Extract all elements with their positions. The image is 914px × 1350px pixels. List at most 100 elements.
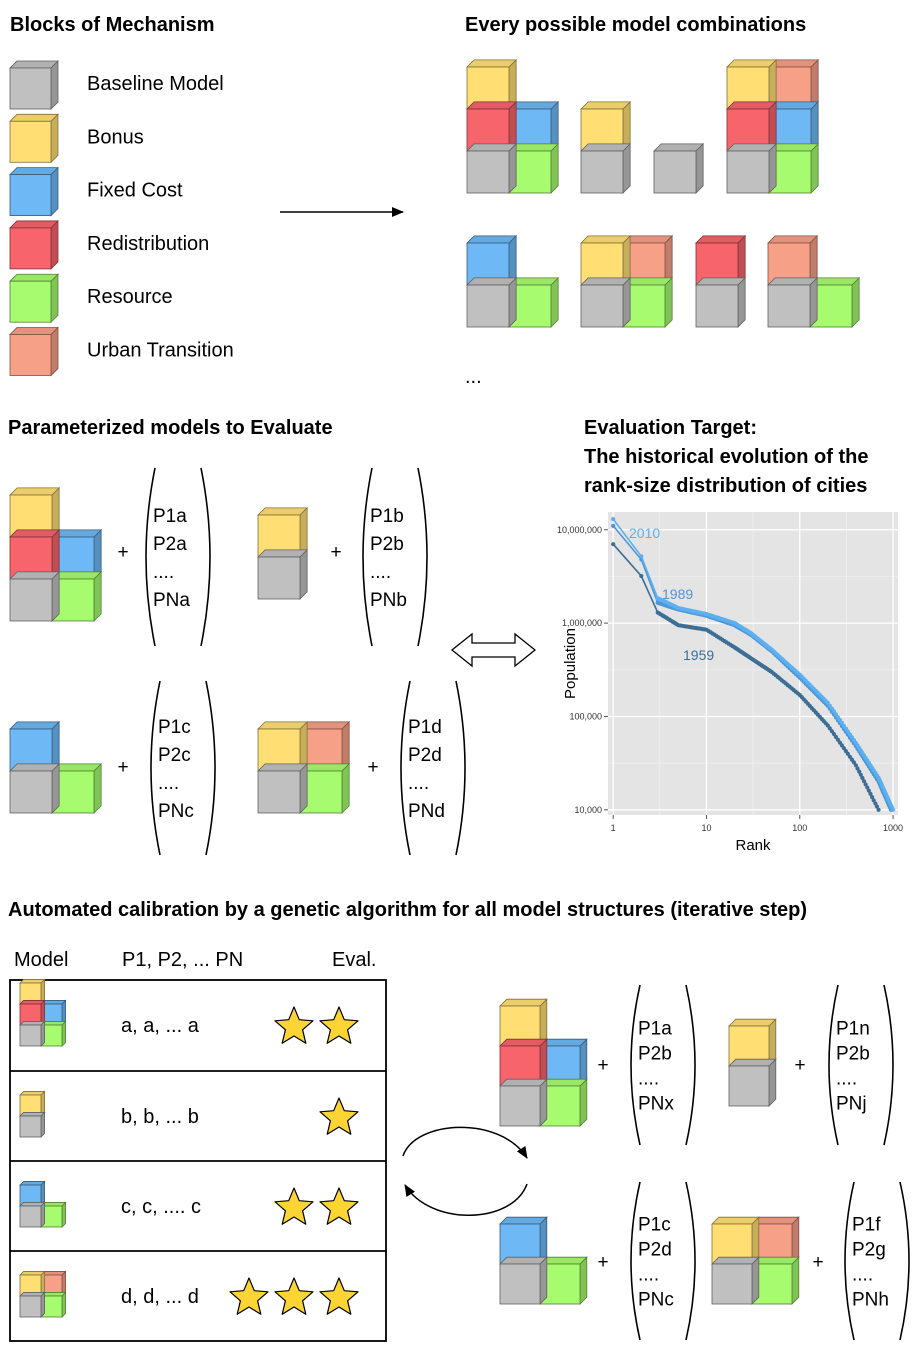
series-point-1959 (870, 795, 875, 800)
series-1959: 1959 (611, 542, 881, 812)
series-point-1989 (611, 523, 616, 529)
row-model-icon (19, 978, 67, 1047)
legend-baseline-icon (9, 60, 59, 110)
x-tick-label: 10 (701, 823, 711, 833)
baseline-block-icon (695, 276, 747, 328)
baseline-block-icon (257, 762, 309, 814)
next-param-group-d: P1f P2g.... PNh (844, 1181, 910, 1341)
redistribution-block-icon (19, 999, 46, 1026)
legend-label-fixed-cost: Fixed Cost (87, 180, 183, 202)
next-model-d (711, 1216, 800, 1305)
row-params: b, b, ... b (121, 1106, 199, 1128)
cycle-arrow-top (402, 1126, 528, 1159)
param-0: P1n (836, 1019, 870, 1040)
baseline-block-icon (9, 762, 61, 814)
param-1: P2g (852, 1240, 886, 1261)
series-point-1959 (874, 804, 880, 809)
star-icon (319, 1187, 359, 1225)
param-3: PNj (836, 1094, 867, 1115)
legend-label-redistribution: Redistribution (87, 233, 209, 255)
left-paren (362, 467, 373, 647)
star-icon (319, 1097, 359, 1135)
series-label-1989: 1989 (662, 586, 693, 602)
next-param-group-c: P1c P2d.... PNc (630, 1181, 696, 1341)
param-3: PNc (638, 1290, 674, 1311)
param-3: PNb (370, 590, 407, 611)
y-tick-label: 10,000 (574, 805, 602, 815)
param-group-b: P1b P2b.... PNb (362, 467, 428, 647)
parameterized-models: +P1aP2a....PNa+P1bP2b....PNb+P1cP2c....P… (9, 467, 466, 856)
row-params: a, a, ... a (121, 1015, 200, 1037)
param-3: PNh (852, 1290, 889, 1311)
star-icon (274, 1187, 314, 1225)
legend-label-bonus: Bonus (87, 126, 144, 148)
row-model-icon (19, 1270, 67, 1318)
model-combinations (466, 58, 861, 328)
plus-sign: + (117, 757, 128, 778)
row-model-icon (19, 1090, 46, 1138)
calibration-title: Automated calibration by a genetic algor… (8, 899, 807, 921)
header-params: P1, P2, ... PN (122, 949, 243, 971)
param-0: P1f (852, 1215, 881, 1236)
legend-fixed-cost-icon (9, 166, 59, 217)
param-1: P2b (638, 1044, 672, 1065)
combo-urban-resource (767, 234, 861, 328)
param-2: .... (638, 1069, 659, 1090)
combinations-ellipsis: ... (465, 366, 482, 388)
baseline-block-icon (499, 1256, 548, 1305)
combo-bonus (580, 100, 632, 194)
x-tick-label: 1 (611, 823, 616, 833)
param-2: .... (370, 562, 391, 583)
param-model-c (9, 720, 103, 814)
x-tick-label: 100 (792, 823, 807, 833)
baseline-block-icon (19, 1291, 46, 1318)
star-icon (319, 1006, 359, 1044)
target-title-line2: The historical evolution of the (584, 446, 868, 468)
param-0: P1b (370, 506, 404, 527)
baseline-block-icon (19, 1020, 46, 1047)
fixed-cost-block-icon (19, 1180, 46, 1207)
series-point-1959 (855, 766, 860, 771)
series-point-1959 (861, 779, 867, 784)
param-3: PNd (408, 801, 445, 822)
param-group-a: P1a P2a.... PNa (145, 467, 211, 647)
series-point-1959 (853, 763, 859, 768)
combo-bonus-redistribution-fixed (466, 58, 560, 194)
param-1: P2d (408, 745, 442, 766)
series-point-1959 (865, 785, 870, 790)
legend-resource-icon (9, 273, 59, 324)
legend-label-resource: Resource (87, 286, 173, 308)
baseline-block-icon (728, 1058, 777, 1107)
y-tick-label: 100,000 (569, 711, 602, 721)
legend-bonus-icon (9, 113, 59, 164)
param-2: .... (158, 773, 179, 794)
cycle-arrow-bottom (404, 1183, 528, 1216)
combo-baseline (653, 142, 705, 194)
table-row: a, a, ... a (19, 978, 359, 1047)
series-point-1959 (860, 775, 865, 781)
combo-fixed-resource (466, 234, 560, 328)
block-legend: Baseline Model Bonus Fixed Cost Redistribut… (9, 60, 234, 377)
param-group-c: P1c P2c.... PNc (150, 680, 216, 856)
right-paren (455, 680, 466, 856)
plus-sign: + (794, 1055, 805, 1076)
combo-all-blocks (726, 58, 820, 194)
series-point-2010 (890, 807, 896, 812)
plus-sign: + (597, 1252, 608, 1273)
series-point-2010 (611, 517, 616, 522)
rank-size-chart: 1 10 100 1000 10,000 100,000 1,000,000 10,000,0… (557, 512, 903, 854)
table-row: b, b, ... b (19, 1090, 359, 1138)
table-row: c, c, .... c (19, 1180, 359, 1228)
combinations-title: Every possible model combinations (465, 14, 806, 36)
baseline-block-icon (466, 276, 518, 328)
series-point-1959 (866, 788, 872, 793)
baseline-block-icon (653, 142, 705, 194)
param-model-d (257, 720, 351, 814)
row-params: c, c, .... c (121, 1196, 201, 1218)
param-1: P2c (158, 745, 191, 766)
series-point-1959 (876, 807, 881, 812)
baseline-block-icon (580, 276, 632, 328)
baseline-block-icon (466, 142, 518, 194)
param-3: PNc (158, 801, 194, 822)
series-point-1959 (868, 791, 873, 797)
